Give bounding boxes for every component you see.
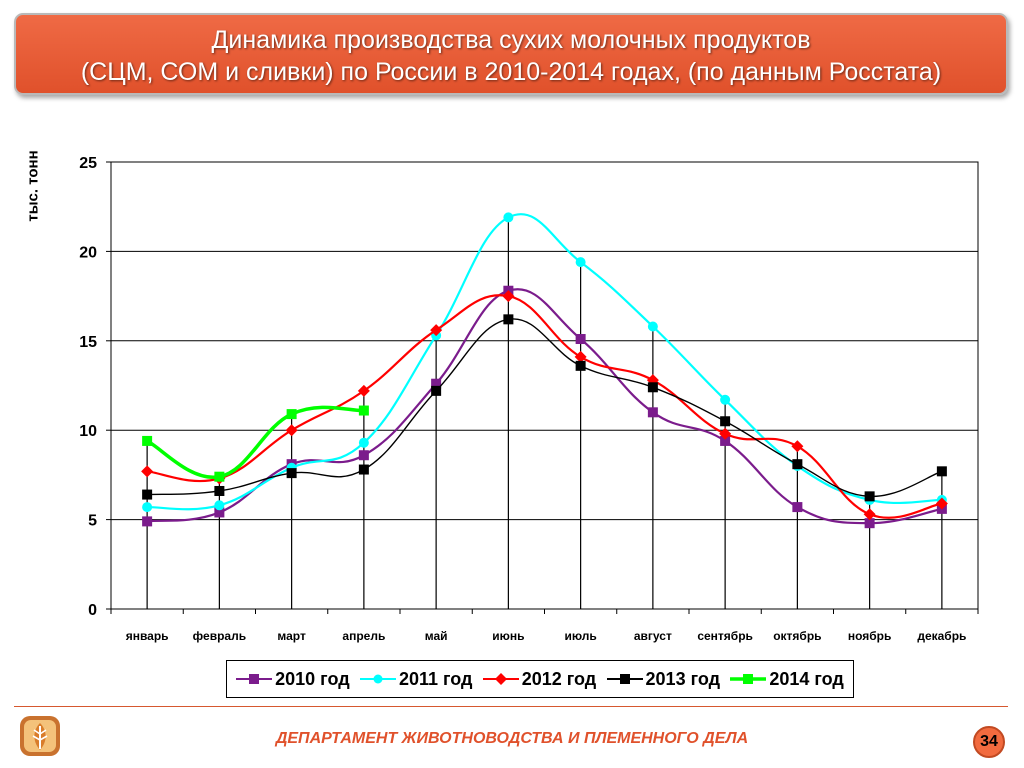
data-point-2012-год — [574, 350, 587, 363]
y-tick-label: 5 — [88, 513, 97, 530]
data-point-2014-год — [286, 409, 297, 420]
plot-area — [110, 161, 979, 610]
x-category-label: март — [277, 629, 306, 643]
x-category-label: июнь — [492, 629, 524, 643]
legend-symbol — [236, 674, 273, 684]
legend-symbol — [606, 674, 643, 684]
legend-label: 2012 год — [521, 668, 597, 689]
legend-symbol — [359, 674, 396, 684]
y-tick-label: 10 — [79, 423, 97, 440]
data-point-2012-год — [285, 424, 298, 437]
page-number-badge: 34 — [973, 726, 1005, 758]
ministry-logo-icon — [20, 716, 60, 756]
legend-item: 2011 год — [359, 668, 473, 690]
data-point-2013-год — [214, 485, 225, 496]
data-point-2011-год — [142, 502, 153, 513]
x-category-label: апрель — [342, 629, 385, 643]
legend-label: 2014 год — [769, 668, 844, 689]
data-point-2011-год — [214, 500, 225, 511]
x-category-label: февраль — [193, 629, 246, 643]
data-point-2013-год — [431, 385, 442, 396]
data-point-2012-год — [141, 465, 154, 478]
series-line-2014-год — [146, 405, 364, 479]
data-point-2013-год — [358, 464, 369, 475]
x-category-label: август — [634, 629, 672, 643]
data-point-2010-год — [431, 378, 442, 389]
legend-symbol — [730, 674, 767, 684]
data-point-2010-год — [720, 435, 731, 446]
y-tick-label: 20 — [79, 244, 97, 261]
data-point-2013-год — [575, 360, 586, 371]
data-point-2013-год — [720, 416, 731, 427]
x-category-label: ноябрь — [848, 629, 892, 643]
data-point-2014-год — [214, 471, 225, 482]
data-point-2013-год — [864, 491, 875, 502]
data-point-2012-год — [791, 440, 804, 453]
slide-title-line-1: Динамика производства сухих молочных про… — [211, 26, 811, 54]
data-point-2011-год — [575, 257, 586, 268]
legend-item: 2014 год — [730, 669, 844, 690]
data-point-2010-год — [647, 407, 658, 418]
data-point-2014-год — [358, 405, 369, 416]
footer-divider — [14, 706, 1008, 707]
data-point-2011-год — [647, 321, 658, 332]
legend-item: 2013 год — [606, 668, 721, 690]
legend-label: 2011 год — [398, 668, 473, 689]
department-name: ДЕПАРТАМЕНТ ЖИВОТНОВОДСТВА И ПЛЕМЕННОГО … — [275, 730, 749, 747]
x-category-label: октябрь — [773, 629, 821, 643]
legend-item: 2012 год — [482, 668, 597, 690]
data-point-2013-год — [142, 489, 153, 500]
data-point-2011-год — [720, 394, 731, 405]
legend-label: 2010 год — [275, 668, 350, 689]
data-point-2011-год — [358, 437, 369, 448]
data-point-2013-год — [503, 314, 514, 325]
data-point-2010-год — [864, 518, 875, 529]
x-category-label: сентябрь — [697, 629, 753, 643]
data-point-2013-год — [286, 468, 297, 479]
slide-title-box: Динамика производства сухих молочных про… — [14, 13, 1008, 95]
y-tick-label: 15 — [79, 334, 97, 351]
data-point-2010-год — [142, 516, 153, 527]
data-point-2010-год — [792, 502, 803, 513]
data-point-2010-год — [358, 450, 369, 461]
slide-title-line-2: (СЦМ, СОМ и сливки) по России в 2010-201… — [80, 58, 942, 86]
data-point-2012-год — [357, 384, 370, 397]
x-category-label: декабрь — [917, 629, 966, 643]
data-point-2013-год — [647, 382, 658, 393]
data-point-2010-год — [575, 334, 586, 345]
data-point-2012-год — [863, 508, 876, 521]
data-point-2012-год — [430, 324, 443, 337]
y-tick-label: 0 — [88, 602, 97, 619]
legend-item: 2010 год — [236, 669, 350, 690]
y-tick-label: 25 — [79, 155, 97, 172]
data-point-2011-год — [503, 212, 514, 223]
data-point-2013-год — [792, 459, 803, 470]
data-point-2014-год — [142, 435, 153, 446]
data-point-2013-год — [936, 466, 947, 477]
x-category-label: июль — [564, 629, 596, 643]
x-category-label: январь — [126, 629, 169, 643]
x-category-label: май — [425, 629, 448, 643]
chart-legend: 2010 год 2011 год 2012 год 2013 год 2014 год — [226, 660, 854, 698]
data-point-2010-год — [214, 507, 225, 518]
data-point-2012-год — [935, 497, 948, 510]
legend-symbol — [482, 673, 519, 685]
data-point-2012-год — [719, 427, 732, 440]
data-point-2012-год — [502, 290, 515, 303]
legend-label: 2013 год — [645, 668, 721, 689]
